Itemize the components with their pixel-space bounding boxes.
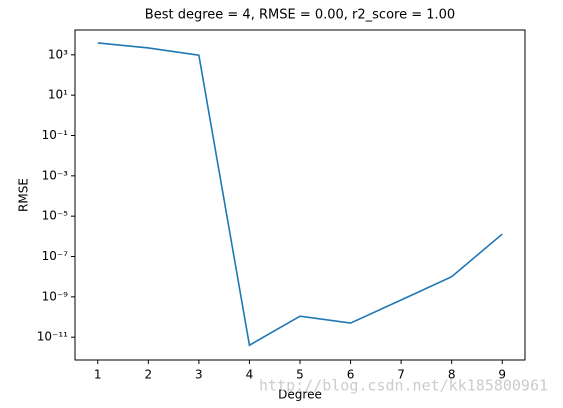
y-tick-label: 10⁻³	[42, 168, 69, 182]
watermark: http://blog.csdn.net/kk185800961	[259, 377, 548, 395]
x-tick-label: 3	[195, 368, 203, 382]
y-tick-label: 10³	[48, 47, 68, 61]
y-tick-label: 10⁻¹	[42, 128, 69, 142]
y-tick-label: 10⁻⁹	[42, 289, 69, 303]
x-tick-label: 1	[94, 368, 102, 382]
line-series	[97, 42, 503, 347]
x-tick-label: 7	[397, 368, 405, 382]
x-tick-label: 2	[144, 368, 152, 382]
y-tick-label: 10⁻⁷	[42, 249, 69, 263]
x-tick-label: 9	[498, 368, 506, 382]
y-tick-label: 10⁻⁵	[42, 209, 69, 223]
axes-frame	[74, 29, 526, 361]
x-tick-label: 4	[246, 368, 254, 382]
y-axis-label: RMSE	[17, 178, 31, 212]
x-tick-label: 5	[296, 368, 304, 382]
y-tick-label: 10¹	[48, 88, 68, 102]
y-tick-label: 10⁻¹¹	[37, 330, 68, 344]
x-tick-label: 6	[347, 368, 355, 382]
chart-title: Best degree = 4, RMSE = 0.00, r2_score =…	[145, 8, 455, 23]
x-axis-label: Degree	[278, 388, 322, 402]
x-tick-label: 8	[448, 368, 456, 382]
